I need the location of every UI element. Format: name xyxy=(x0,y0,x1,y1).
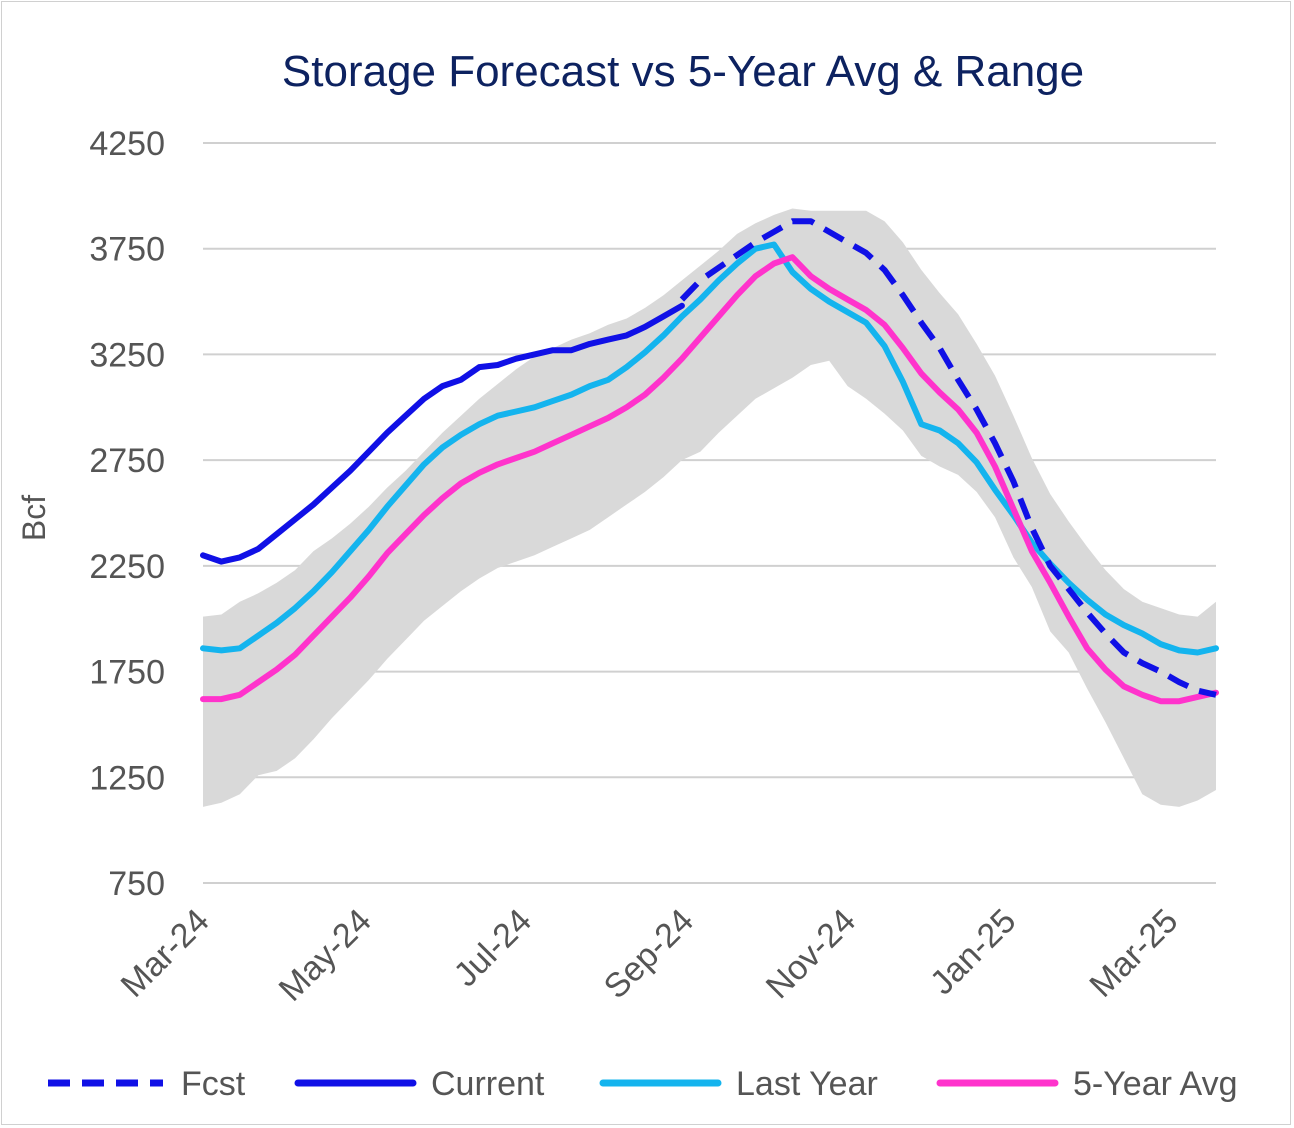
y-axis-ticks: 4250 3750 3250 2750 2250 1750 1250 750 xyxy=(89,125,165,903)
y-tick-label: 3250 xyxy=(89,336,165,374)
range-band xyxy=(203,208,1216,807)
series-line-current xyxy=(200,302,685,565)
x-tick-label: Mar-25 xyxy=(1082,902,1185,1005)
y-tick-label: 4250 xyxy=(89,125,165,163)
gridlines xyxy=(203,142,1216,884)
x-tick-label: Jul-24 xyxy=(447,902,539,994)
x-tick-label: Jan-25 xyxy=(923,902,1023,1002)
x-tick-label: Nov-24 xyxy=(759,902,863,1006)
legend-label-current: Current xyxy=(431,1065,545,1103)
y-tick-label: 1750 xyxy=(89,654,165,692)
chart-title: Storage Forecast vs 5-Year Avg & Range xyxy=(282,47,1084,96)
y-tick-label: 2250 xyxy=(89,548,165,586)
x-tick-label: Sep-24 xyxy=(597,902,701,1006)
x-tick-label: May-24 xyxy=(272,902,379,1009)
y-tick-label: 2750 xyxy=(89,442,165,480)
series-line-fcst xyxy=(679,218,1217,698)
series-line-last-year xyxy=(200,241,1219,656)
legend-label-last-year: Last Year xyxy=(736,1065,878,1103)
legend-label-fcst: Fcst xyxy=(181,1065,246,1103)
y-tick-label: 750 xyxy=(108,865,165,903)
x-tick-label: Mar-24 xyxy=(114,902,217,1005)
range-band-layer xyxy=(203,208,1216,807)
y-tick-label: 1250 xyxy=(89,759,165,797)
y-tick-label: 3750 xyxy=(89,231,165,269)
series-line-5-year-avg xyxy=(200,254,1219,705)
x-axis-ticks: Mar-24 May-24 Jul-24 Sep-24 Nov-24 Jan-25 Mar-… xyxy=(114,902,1186,1009)
legend: Fcst Current Last Year 5-Year Avg xyxy=(48,1065,1237,1103)
series-layer xyxy=(200,218,1219,705)
legend-label-5-year-avg: 5-Year Avg xyxy=(1073,1065,1237,1103)
y-axis-label: Bcf xyxy=(16,495,52,541)
